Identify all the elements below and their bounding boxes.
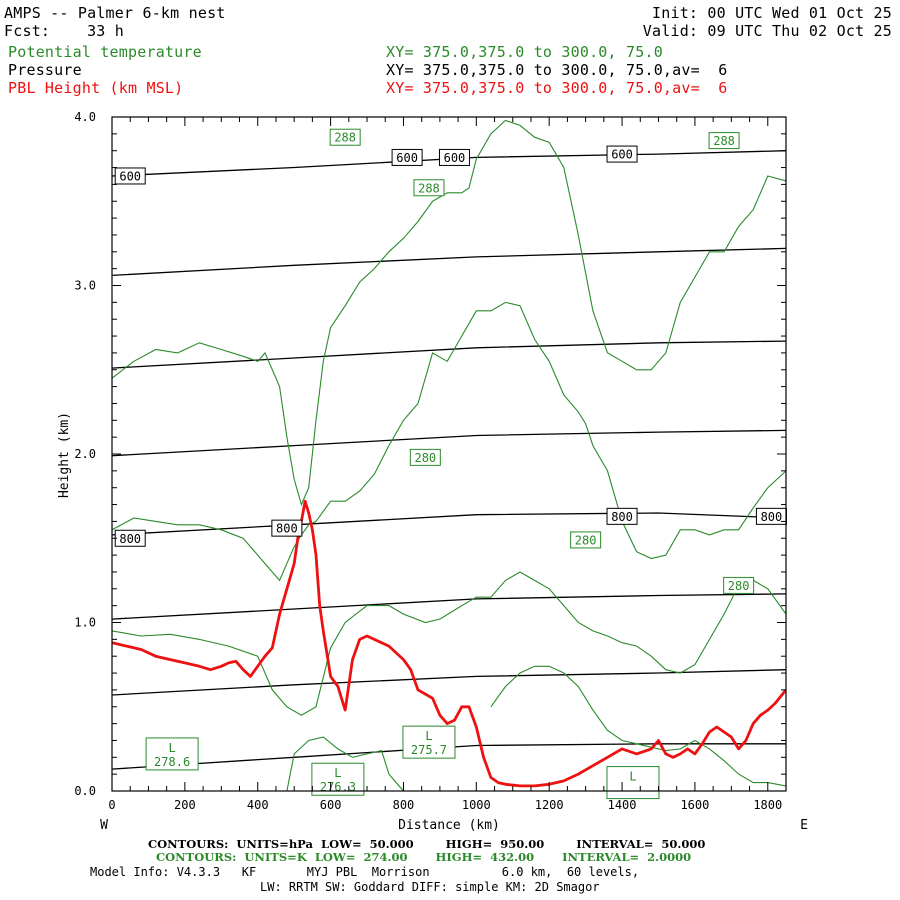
pressure-field-xy: XY= 375.0,375.0 to 300.0, 75.0,av= 6: [386, 61, 728, 79]
low-center-box: [145, 737, 199, 771]
model-info-line2: LW: RRTM SW: Goddard DIFF: simple KM: 2D…: [260, 880, 600, 894]
pressure-label: 600: [396, 151, 418, 165]
pressure-label: 800: [119, 532, 141, 546]
x-axis-label: Distance (km): [398, 818, 500, 833]
theta-label: 280: [728, 579, 750, 593]
theta-label-box: [570, 531, 602, 549]
pressure-label: 800: [276, 522, 298, 536]
pressure-label: 600: [611, 148, 633, 162]
x-tick-label: 400: [247, 798, 269, 812]
low-center-box: [311, 762, 365, 796]
low-center-letter: L: [334, 766, 341, 780]
pressure-label: 600: [119, 169, 141, 183]
contour-labels: 600 600 600 600 800 800 800 800 288 288 288 280 280 2…: [114, 128, 787, 800]
pbl-height-line: [112, 499, 786, 788]
model-info-line1: Model Info: V4.3.3 KF MYJ PBL Morrison 6…: [90, 865, 640, 879]
pressure-label-box: [391, 148, 423, 166]
theta-contour-info: CONTOURS: UNITS=K LOW= 274.00 HIGH= 432.…: [156, 850, 692, 864]
theta-label: 280: [414, 451, 436, 465]
valid-time: Valid: 09 UTC Thu 02 Oct 25: [642, 22, 892, 40]
theta-label: 288: [334, 131, 356, 145]
pressure-contours: [112, 150, 786, 770]
x-tick-label: 1800: [753, 798, 782, 812]
pressure-label-box: [438, 148, 470, 166]
theta-label: 288: [713, 134, 735, 148]
pressure-label-box: [606, 507, 638, 525]
theta-label: 288: [418, 181, 440, 195]
low-center-letter: L: [425, 729, 432, 743]
west-label: W: [100, 818, 108, 833]
pressure-label-box: [271, 519, 303, 537]
pbl-height-series: [112, 499, 786, 788]
theta-contour: [112, 571, 786, 716]
pressure-contour-info: CONTOURS: UNITS=hPa LOW= 50.000 HIGH= 95…: [148, 837, 706, 851]
theta-field-name: Potential temperature: [8, 43, 202, 61]
pressure-contour-850: [112, 593, 786, 620]
y-axis-label: Height (km): [57, 412, 72, 498]
theta-contour: [490, 665, 786, 787]
pressure-contour-900: [112, 669, 786, 696]
y-tick-label: 3.0: [74, 279, 96, 293]
x-tick-label: 600: [320, 798, 342, 812]
east-label: E: [800, 818, 808, 833]
y-tick-label: 2.0: [74, 447, 96, 461]
low-center-box: [402, 725, 456, 759]
pressure-label-box: [114, 167, 146, 185]
low-center-value: 275.7: [411, 743, 447, 757]
pbl-field-xy: XY= 375.0,375.0 to 300.0, 75.0,av= 6: [386, 79, 728, 97]
pressure-label: 600: [444, 151, 466, 165]
pressure-contour-600: [112, 150, 786, 177]
pressure-contour-650: [112, 247, 786, 277]
theta-label-box: [413, 179, 445, 197]
y-tick-label: 1.0: [74, 616, 96, 630]
theta-label-box: [708, 132, 740, 150]
pressure-label: 800: [611, 510, 633, 524]
x-tick-label: 0: [108, 798, 115, 812]
low-center-letter: L: [168, 741, 175, 755]
theta-field-xy: XY= 375.0,375.0 to 300.0, 75.0: [386, 43, 663, 61]
pressure-contour-750: [112, 429, 786, 457]
pressure-field-name: Pressure: [8, 61, 82, 79]
low-center-letter: L: [629, 770, 636, 784]
pressure-contour-800: [112, 512, 786, 536]
x-tick-label: 1200: [535, 798, 564, 812]
pressure-contour-700: [112, 340, 786, 369]
x-tick-label: 800: [393, 798, 415, 812]
y-tick-label: 4.0: [74, 110, 96, 124]
init-time: Init: 00 UTC Wed 01 Oct 25: [652, 4, 892, 22]
x-tick-label: 1400: [608, 798, 637, 812]
axes: 0 200 400 600 800 1000 1200 1400 1600 1800 0.0 1.0 2…: [74, 110, 787, 812]
theta-contour: [112, 119, 786, 507]
model-title: AMPS -- Palmer 6-km nest: [4, 4, 226, 22]
low-center-value: 278.6: [154, 755, 190, 769]
theta-contours: [112, 119, 786, 791]
theta-contour: [112, 301, 786, 582]
x-tick-label: 200: [174, 798, 196, 812]
pressure-label: 800: [761, 510, 783, 524]
x-tick-label: 1000: [462, 798, 491, 812]
low-center-value: 276.3: [320, 780, 356, 794]
theta-label-box: [723, 576, 755, 594]
theta-label-box: [329, 128, 361, 146]
low-center-box: [606, 766, 660, 800]
y-tick-label: 0.0: [74, 784, 96, 798]
pressure-label-box: [606, 145, 638, 163]
theta-label-box: [409, 448, 441, 466]
theta-contour: [286, 736, 404, 791]
pbl-field-name: PBL Height (km MSL): [8, 79, 184, 97]
forecast-hour: Fcst: 33 h: [4, 22, 124, 40]
x-tick-label: 1600: [680, 798, 709, 812]
theta-label: 280: [575, 533, 597, 547]
